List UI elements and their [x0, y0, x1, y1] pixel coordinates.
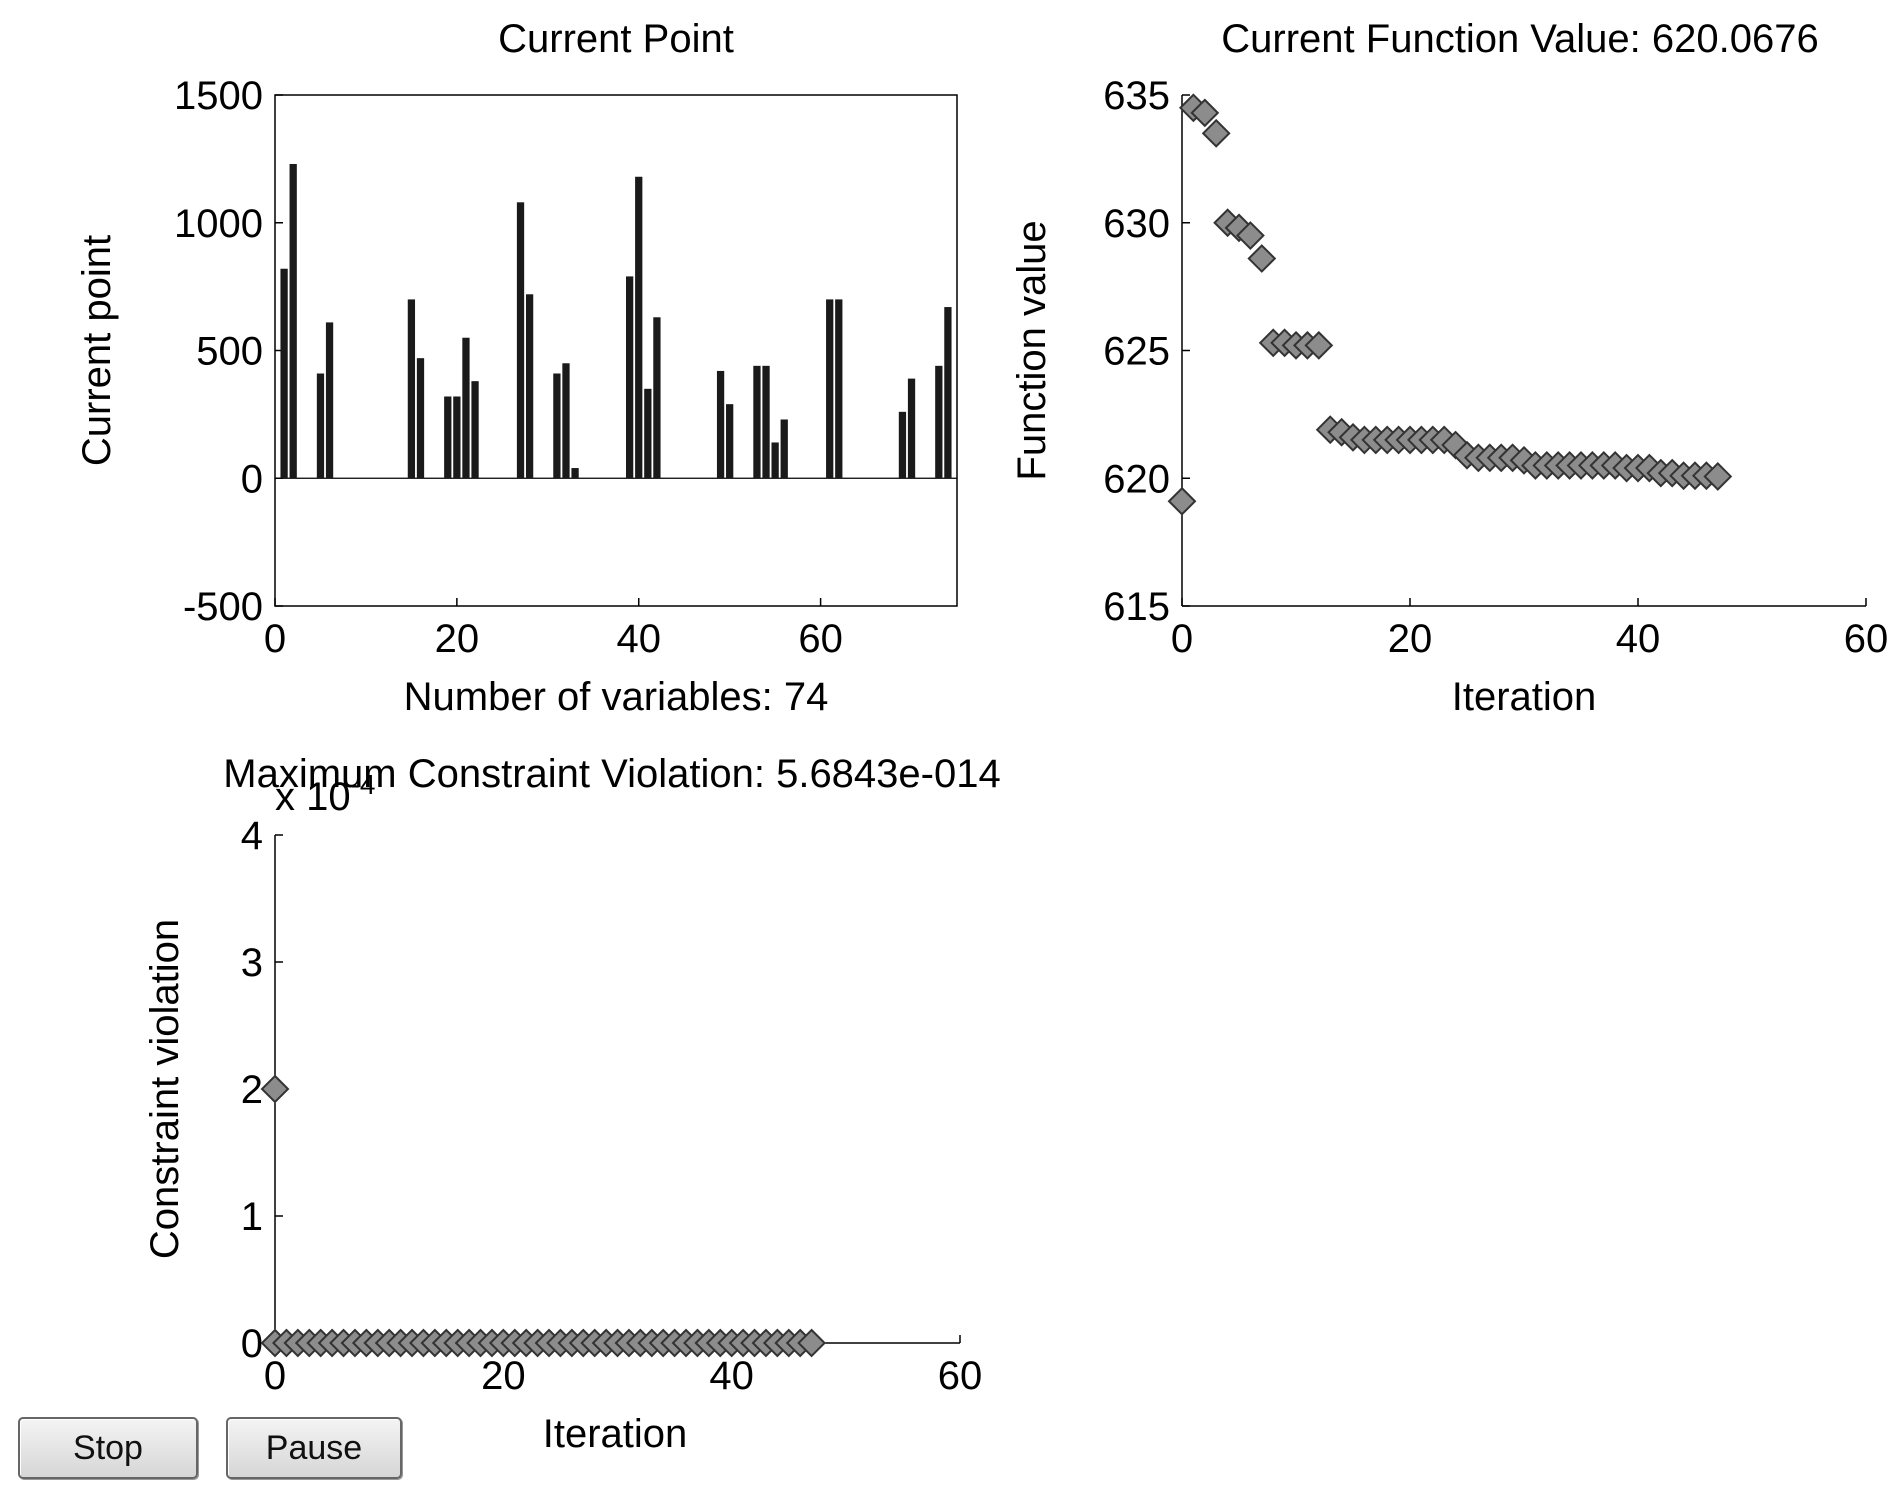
- x-tick-label: 0: [264, 1354, 286, 1398]
- chart-title: Current Function Value: 620.0676: [1221, 17, 1818, 61]
- data-point: [1201, 118, 1231, 148]
- bar: [935, 365, 943, 479]
- bar: [780, 419, 788, 479]
- bar: [553, 373, 561, 479]
- x-tick-label: 0: [264, 617, 286, 661]
- bar: [626, 276, 634, 479]
- bar: [407, 299, 416, 479]
- x-tick-label: 0: [1171, 617, 1193, 661]
- bar: [471, 381, 479, 479]
- y-tick-label: 500: [196, 330, 263, 374]
- plot-frame: [274, 94, 958, 607]
- y-tick-label: 0: [241, 457, 263, 501]
- x-tick-label: 40: [616, 617, 661, 661]
- x-tick-label: 20: [481, 1354, 526, 1398]
- bar: [635, 176, 643, 479]
- x-tick-label: 20: [435, 617, 480, 661]
- bar: [525, 294, 534, 479]
- data-point: [797, 1328, 826, 1358]
- chart-title: Maximum Constraint Violation: 5.6843e-01…: [223, 752, 1000, 796]
- data-point: [1235, 221, 1265, 250]
- bar: [644, 388, 652, 479]
- bar: [444, 396, 452, 479]
- y-tick-label: 3: [241, 941, 263, 985]
- y-tick-label: 635: [1103, 74, 1170, 118]
- y-exponent-label: x 10-4: [275, 769, 376, 819]
- data-point: [1190, 98, 1220, 128]
- chart-title: Current Point: [498, 17, 734, 61]
- y-tick-label: 1000: [174, 202, 263, 246]
- bar: [562, 363, 570, 479]
- data-point: [1304, 330, 1334, 360]
- x-tick-label: 20: [1388, 617, 1433, 661]
- y-tick-label: 1: [241, 1195, 263, 1239]
- y-axis-label: Constraint violation: [143, 919, 187, 1259]
- bar: [571, 468, 579, 479]
- bar: [835, 299, 843, 479]
- bar: [762, 365, 770, 479]
- bar: [462, 337, 470, 479]
- bar: [325, 322, 334, 479]
- x-tick-label: 40: [1616, 617, 1661, 661]
- bar: [716, 370, 725, 479]
- bar: [653, 317, 661, 479]
- y-tick-label: 1500: [174, 74, 263, 118]
- bar: [316, 373, 325, 479]
- data-point: [1167, 486, 1197, 516]
- bar: [416, 358, 425, 479]
- data-point: [1247, 244, 1277, 273]
- y-tick-label: -500: [183, 585, 263, 629]
- y-tick-label: 630: [1103, 202, 1170, 246]
- data-point: [1703, 462, 1733, 491]
- bar: [944, 307, 952, 479]
- y-tick-label: 0: [241, 1322, 263, 1366]
- bar: [771, 442, 779, 479]
- bar: [753, 365, 761, 479]
- bar: [516, 202, 525, 479]
- y-tick-label: 2: [241, 1068, 263, 1112]
- bar: [826, 299, 834, 479]
- bar: [726, 404, 734, 479]
- bar: [280, 268, 288, 479]
- y-tick-label: 615: [1103, 585, 1170, 629]
- x-axis-label: Iteration: [1452, 675, 1597, 719]
- y-tick-label: 625: [1103, 330, 1170, 374]
- stop-button[interactable]: Stop: [18, 1417, 198, 1479]
- y-tick-label: 620: [1103, 457, 1170, 501]
- x-tick-label: 60: [1844, 617, 1889, 661]
- y-tick-label: 4: [241, 814, 263, 858]
- x-axis-label: Number of variables: 74: [404, 675, 829, 719]
- bar: [289, 163, 297, 479]
- data-point: [260, 1074, 290, 1104]
- bar: [898, 411, 907, 479]
- pause-button[interactable]: Pause: [226, 1417, 402, 1479]
- y-axis-label: Function value: [1010, 220, 1054, 480]
- x-tick-label: 40: [709, 1354, 754, 1398]
- x-tick-label: 60: [798, 617, 843, 661]
- bar: [453, 396, 461, 479]
- x-axis-label: Iteration: [543, 1412, 688, 1456]
- x-tick-label: 60: [938, 1354, 983, 1398]
- y-axis-label: Current point: [75, 235, 119, 466]
- bar: [907, 378, 916, 479]
